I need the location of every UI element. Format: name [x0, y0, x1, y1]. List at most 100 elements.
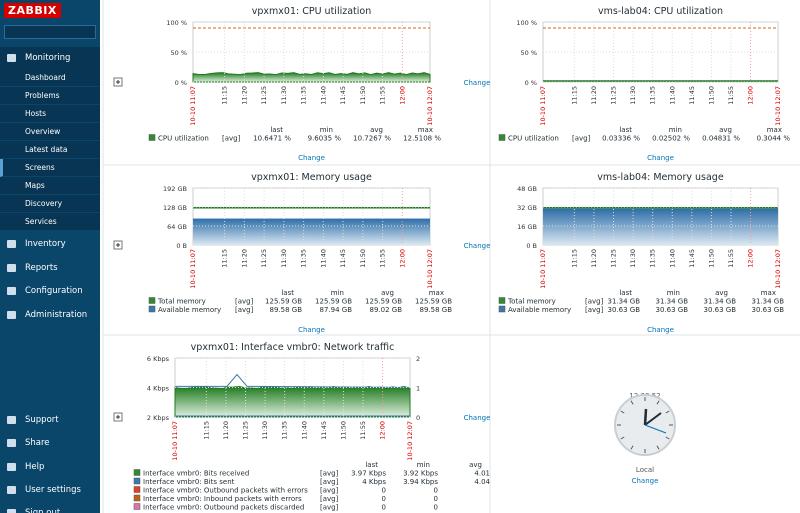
icon	[7, 485, 16, 494]
submenu-item[interactable]: Hosts	[0, 105, 100, 123]
time-label: 11:45	[320, 421, 328, 440]
menu-item-label: Inventory	[25, 239, 66, 249]
legend-header: max	[761, 289, 776, 297]
menu-item[interactable]: Monitoring	[0, 47, 100, 69]
series-area	[192, 72, 431, 83]
bottom-item[interactable]: User settings	[0, 479, 100, 501]
icon	[7, 462, 16, 471]
icon	[7, 287, 16, 295]
submenu-item-label: Screens	[25, 163, 55, 172]
submenu-item[interactable]: Discovery	[0, 195, 100, 213]
y-tick-label: 100 %	[166, 19, 187, 27]
time-label: 11:45	[339, 86, 347, 105]
icon	[7, 263, 16, 272]
submenu-item[interactable]: Dashboard	[0, 69, 100, 87]
change-link[interactable]: Change	[464, 242, 491, 250]
graph-title: vpxmx01: Interface vmbr0: Network traffi…	[191, 342, 395, 353]
time-label: 11:50	[707, 249, 715, 268]
submenu-item-label: Services	[25, 217, 57, 226]
bottom-item-label: User settings	[25, 484, 81, 495]
time-label: 11:50	[359, 249, 367, 268]
clock-tick	[620, 436, 625, 440]
bottom-item[interactable]: Share	[0, 432, 100, 454]
change-link[interactable]: Change	[298, 154, 325, 162]
time-label: 11:15	[221, 86, 229, 105]
bottom-item-label: Help	[25, 461, 45, 472]
legend-value: 30.63 GB	[608, 306, 641, 314]
graph-title: vms-lab04: CPU utilization	[598, 6, 723, 17]
legend-header: max	[767, 126, 782, 134]
legend-value: 0.04831 %	[702, 135, 740, 143]
clock-tick	[656, 400, 660, 405]
time-label: 11:15	[570, 249, 578, 268]
legend-header: min	[331, 289, 344, 297]
time-label: 11:55	[359, 421, 367, 440]
time-label: 12:00	[398, 249, 406, 268]
time-label: 11:30	[629, 249, 637, 268]
legend-header: last	[281, 289, 294, 297]
change-link[interactable]: Change	[647, 154, 674, 162]
time-label: 12:00	[747, 86, 755, 105]
change-link[interactable]: Change	[647, 326, 674, 334]
time-label: 12:00	[379, 421, 387, 440]
time-label: 11:50	[359, 86, 367, 105]
legend-swatch	[133, 486, 141, 493]
legend-header: max	[418, 126, 433, 134]
submenu-item[interactable]: Problems	[0, 87, 100, 105]
time-label: 10-10 12:07	[774, 86, 782, 126]
legend-swatch	[133, 469, 141, 476]
graph-title: vpxmx01: CPU utilization	[252, 6, 371, 17]
legend-value: 4.04	[474, 478, 490, 486]
menu-item[interactable]: Configuration	[0, 280, 100, 302]
icon	[7, 439, 16, 448]
submenu-item[interactable]: Overview	[0, 123, 100, 141]
menu-item-label: Reports	[25, 262, 58, 273]
legend-value: 125.59 GB	[315, 298, 352, 306]
menu-item[interactable]: Reports	[0, 257, 100, 279]
y2-tick-label: 0	[416, 414, 420, 422]
legend-header: last	[619, 126, 632, 134]
change-link[interactable]: Change	[464, 414, 491, 422]
bottom-item[interactable]: Sign out	[0, 502, 100, 513]
time-label: 11:20	[590, 249, 598, 268]
legend-header: min	[667, 289, 680, 297]
change-link[interactable]: Change	[632, 477, 659, 485]
bottom-item[interactable]: Help	[0, 456, 100, 478]
legend-func: [avg]	[235, 306, 254, 314]
legend-value: 4 Kbps	[362, 478, 386, 486]
menu-item-label: Monitoring	[25, 53, 71, 63]
legend-header: last	[270, 126, 283, 134]
y-tick-label: 6 Kbps	[147, 355, 170, 363]
time-label: 10-10 12:07	[406, 421, 414, 461]
submenu-item[interactable]: Screens	[0, 159, 100, 177]
legend-func: [avg]	[222, 135, 241, 143]
legend-swatch	[498, 134, 506, 141]
graph-title: vms-lab04: Memory usage	[597, 172, 724, 183]
search-box[interactable]	[4, 25, 96, 39]
y-tick-label: 4 Kbps	[147, 385, 170, 393]
time-label: 11:40	[668, 86, 676, 105]
series-area	[193, 218, 430, 245]
series-area	[174, 385, 411, 418]
submenu-item[interactable]: Services	[0, 213, 100, 231]
change-link[interactable]: Change	[298, 326, 325, 334]
legend-name: Available memory	[508, 306, 571, 314]
y-tick-label: 0 B	[176, 242, 187, 250]
legend-func: [avg]	[320, 504, 339, 512]
change-link[interactable]: Change	[464, 79, 491, 87]
menu-item[interactable]: Administration	[0, 304, 100, 326]
legend-value: 31.34 GB	[656, 298, 689, 306]
submenu-item-label: Latest data	[25, 145, 68, 154]
y2-tick-label: 2	[416, 355, 420, 363]
y-tick-label: 0 B	[526, 242, 537, 250]
legend-value: 87.94 GB	[320, 306, 353, 314]
time-label: 11:35	[649, 86, 657, 105]
time-label: 11:55	[727, 249, 735, 268]
submenu-item[interactable]: Latest data	[0, 141, 100, 159]
clock-tick	[620, 410, 625, 414]
y-tick-label: 50 %	[520, 49, 537, 57]
bottom-item[interactable]: Support	[0, 409, 100, 431]
submenu-item[interactable]: Maps	[0, 177, 100, 195]
legend-swatch	[498, 297, 506, 304]
menu-item[interactable]: Inventory	[0, 233, 100, 255]
